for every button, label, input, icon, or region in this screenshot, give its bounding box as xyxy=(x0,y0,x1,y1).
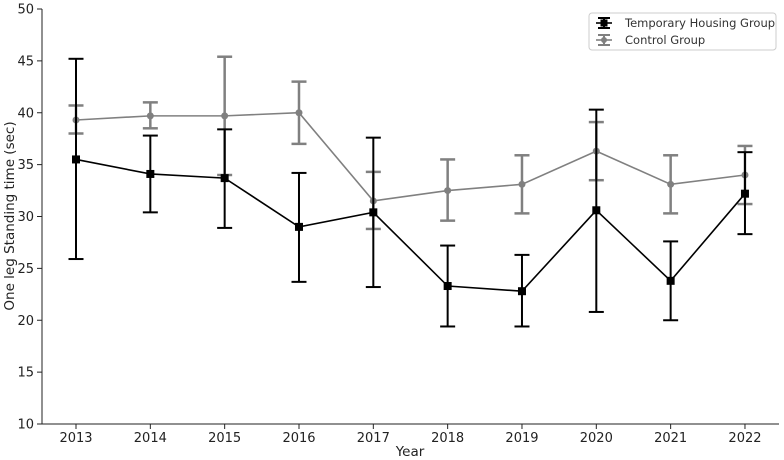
y-tick-label: 10 xyxy=(17,418,34,433)
y-tick-label: 30 xyxy=(17,210,34,225)
series-1 xyxy=(68,55,753,231)
legend-marker xyxy=(600,19,608,27)
y-tick-label: 15 xyxy=(17,366,34,381)
series-0 xyxy=(68,57,753,328)
y-axis-label: One leg Standing time (sec) xyxy=(2,121,18,310)
data-point xyxy=(443,282,452,291)
x-tick-label: 2019 xyxy=(505,431,538,446)
data-point xyxy=(146,169,155,178)
y-tick-label: 45 xyxy=(17,54,34,69)
x-axis-label: Year xyxy=(395,444,425,460)
y-tick-label: 40 xyxy=(17,106,34,121)
data-point xyxy=(592,206,601,215)
series-layer xyxy=(68,55,753,328)
x-tick-label: 2015 xyxy=(208,431,241,446)
x-tick-label: 2021 xyxy=(654,431,687,446)
y-tick-label: 25 xyxy=(17,262,34,277)
legend-item: Temporary Housing Group xyxy=(596,16,775,30)
x-tick-label: 2018 xyxy=(431,431,464,446)
legend-marker xyxy=(601,37,607,43)
y-tick-label: 20 xyxy=(17,314,34,329)
x-ticks: 2013 2014 2015 2016 2017 2018 2019 2020 2021 2022 xyxy=(59,424,762,446)
data-point xyxy=(294,222,303,231)
data-point xyxy=(518,180,526,188)
data-point xyxy=(369,208,378,217)
x-tick-label: 2014 xyxy=(134,431,167,446)
legend-label: Control Group xyxy=(625,33,705,47)
legend: Temporary Housing Group Control Group xyxy=(588,12,777,51)
series-line xyxy=(75,158,746,293)
legend-box xyxy=(588,12,777,51)
data-point xyxy=(517,287,526,296)
data-point xyxy=(220,174,229,183)
data-point xyxy=(667,180,675,188)
data-point xyxy=(72,155,80,164)
y-ticks: 10 15 20 25 30 35 40 45 50 xyxy=(17,3,42,433)
data-point xyxy=(146,112,154,120)
legend-item: Control Group xyxy=(596,33,705,47)
data-point xyxy=(444,187,452,195)
y-tick-label: 35 xyxy=(17,158,34,173)
series-line xyxy=(75,111,746,202)
x-tick-label: 2017 xyxy=(357,431,390,446)
data-point xyxy=(666,276,675,285)
x-tick-label: 2013 xyxy=(59,431,92,446)
x-tick-label: 2022 xyxy=(728,431,761,446)
y-tick-label: 50 xyxy=(17,3,34,18)
x-tick-label: 2020 xyxy=(580,431,613,446)
x-tick-label: 2016 xyxy=(282,431,315,446)
data-point xyxy=(221,112,229,120)
axes xyxy=(41,9,779,425)
data-point xyxy=(295,109,303,117)
legend-label: Temporary Housing Group xyxy=(624,16,775,30)
data-point xyxy=(740,189,749,198)
